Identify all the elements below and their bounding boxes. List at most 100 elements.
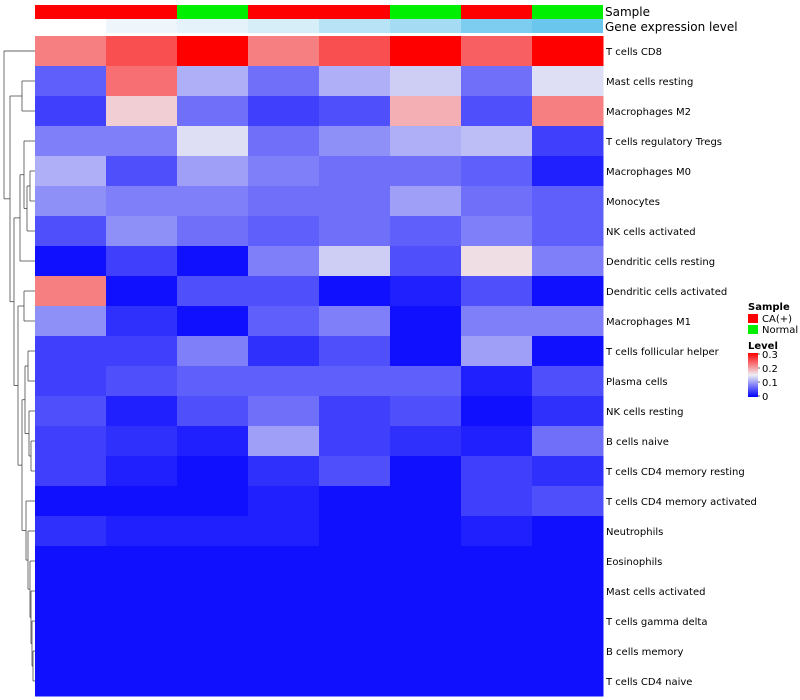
heatmap-cell <box>248 336 320 367</box>
heatmap-cell <box>35 426 107 457</box>
heatmap-cell <box>461 336 533 367</box>
heatmap-cell <box>248 246 320 277</box>
heatmap-cell <box>106 36 178 67</box>
heatmap-cell <box>248 66 320 97</box>
heatmap-cell <box>106 126 178 157</box>
heatmap-cell <box>461 216 533 247</box>
heatmap-cell <box>248 36 320 67</box>
legend-level-gradient <box>748 353 758 397</box>
heatmap-cell <box>177 396 249 427</box>
legend: Sample CA(+) Normal Level 0.3 0.2 0.1 0 <box>748 302 798 403</box>
heatmap-cell <box>319 426 391 457</box>
heatmap-cell <box>319 666 391 697</box>
heatmap-cell <box>461 606 533 637</box>
heatmap-cell <box>35 96 107 127</box>
legend-ca-swatch <box>748 314 758 323</box>
heatmap-cell <box>248 486 320 517</box>
heatmap-cell <box>461 426 533 457</box>
heatmap-cell <box>461 66 533 97</box>
heatmap-cell <box>106 486 178 517</box>
heatmap-cell <box>461 576 533 607</box>
expression-annotation-cell <box>319 19 390 33</box>
heatmap-cell <box>177 366 249 397</box>
heatmap-cell <box>532 96 604 127</box>
expression-annotation-cell <box>177 19 248 33</box>
sample-annotation-cell <box>461 5 532 19</box>
heatmap-cell <box>390 456 462 487</box>
heatmap-cell <box>390 216 462 247</box>
sample-annotation-cell <box>106 5 177 19</box>
heatmap-cell <box>319 576 391 607</box>
sample-annotation-cell <box>248 5 319 19</box>
heatmap-cell <box>106 276 178 307</box>
heatmap-cell <box>390 516 462 547</box>
legend-tick-0: 0.3 <box>762 350 778 361</box>
heatmap-cell <box>532 516 604 547</box>
heatmap-cell <box>461 276 533 307</box>
heatmap-cell <box>248 666 320 697</box>
heatmap-cell <box>35 66 107 97</box>
heatmap-cell <box>461 96 533 127</box>
heatmap-cell <box>532 486 604 517</box>
heatmap-cell <box>532 546 604 577</box>
heatmap-cell <box>106 456 178 487</box>
heatmap-cell <box>390 186 462 217</box>
heatmap-cell <box>106 636 178 667</box>
heatmap-cell <box>248 576 320 607</box>
heatmap-cell <box>177 36 249 67</box>
heatmap-cell <box>35 456 107 487</box>
heatmap-cell <box>461 36 533 67</box>
sample-annotation-label: Sample <box>605 5 650 19</box>
heatmap-cell <box>532 666 604 697</box>
heatmap-cell <box>248 426 320 457</box>
heatmap-cell <box>390 276 462 307</box>
heatmap-cell <box>248 456 320 487</box>
row-label: T cells gamma delta <box>605 617 707 628</box>
heatmap-cell <box>390 546 462 577</box>
row-label: T cells CD8 <box>605 47 662 58</box>
sample-annotation-cell <box>532 5 603 19</box>
heatmap-cell <box>177 546 249 577</box>
expression-annotation-bar <box>35 19 603 33</box>
heatmap-cell <box>35 36 107 67</box>
heatmap-cell <box>177 216 249 247</box>
heatmap-cell <box>248 546 320 577</box>
row-label: NK cells activated <box>606 227 696 238</box>
heatmap-cell <box>532 246 604 277</box>
heatmap-cell <box>319 186 391 217</box>
heatmap-cell <box>106 606 178 637</box>
row-label: Dendritic cells activated <box>606 287 727 298</box>
heatmap-cell <box>390 396 462 427</box>
sample-annotation-cell <box>35 5 106 19</box>
heatmap-cell <box>177 96 249 127</box>
legend-normal-label: Normal <box>762 325 798 336</box>
heatmap-cell <box>319 516 391 547</box>
heatmap-cell <box>177 186 249 217</box>
heatmap-cell <box>532 216 604 247</box>
expression-annotation-cell <box>248 19 319 33</box>
heatmap-cell <box>248 606 320 637</box>
expression-annotation-cell <box>35 19 106 33</box>
expression-annotation-cell <box>106 19 177 33</box>
heatmap-cell <box>35 636 107 667</box>
legend-sample-title: Sample <box>748 302 790 313</box>
heatmap-cell <box>106 396 178 427</box>
heatmap-cell <box>461 396 533 427</box>
row-label: T cells regulatory Tregs <box>605 137 722 148</box>
heatmap-cell <box>461 516 533 547</box>
heatmap-cell <box>106 216 178 247</box>
row-label: T cells follicular helper <box>605 347 720 358</box>
heatmap-cell <box>177 276 249 307</box>
heatmap-cell <box>319 96 391 127</box>
heatmap-cell <box>248 96 320 127</box>
row-label: B cells memory <box>606 647 683 658</box>
heatmap-cell <box>248 636 320 667</box>
heatmap-cell <box>177 666 249 697</box>
row-dendrogram <box>3 50 35 682</box>
row-label: T cells CD4 memory activated <box>605 497 757 508</box>
heatmap-cell <box>319 126 391 157</box>
heatmap-cell <box>319 216 391 247</box>
heatmap-cell <box>461 246 533 277</box>
heatmap-cell <box>319 486 391 517</box>
heatmap-cell <box>390 366 462 397</box>
